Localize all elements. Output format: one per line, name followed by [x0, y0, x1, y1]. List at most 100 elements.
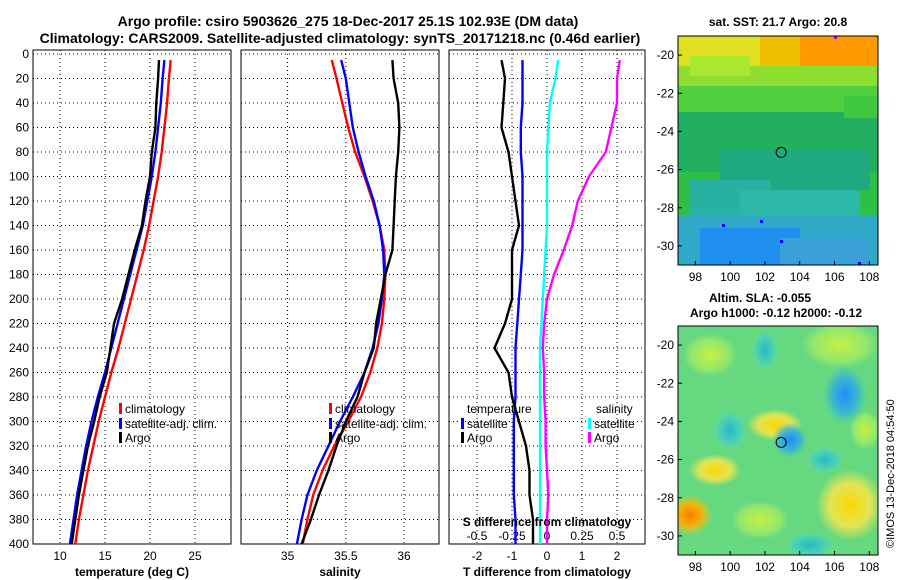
x-tick-label: 25	[188, 549, 202, 563]
sst-map-title: sat. SST: 21.7 Argo: 20.8	[709, 15, 848, 29]
x2-tick-label: 0.5	[609, 529, 626, 543]
y-tick-label: 340	[9, 464, 29, 478]
sla-argo-marker	[775, 436, 787, 448]
map-y-tick-label: -20	[657, 338, 675, 352]
series-line-satellite-salinity	[538, 59, 560, 544]
legend-swatch-s-satellite	[588, 418, 591, 429]
imos-stamp: ©IMOS 13-Dec-2018 04:54:50	[885, 399, 897, 548]
y-tick-label: 280	[9, 390, 29, 404]
salinity-panel: 35 35.5 36 salinity climatology satellite-…	[240, 49, 440, 579]
legend-swatch-argo	[329, 432, 332, 443]
map-y-tick-label: -28	[657, 491, 675, 505]
series-line-satellite-adj-clim-	[295, 59, 386, 545]
x-tick-label: 15	[98, 549, 112, 563]
difference-xlabel: T difference from climatology	[463, 565, 631, 579]
legend-label-t-argo: Argo	[467, 431, 493, 445]
series-line-argo	[300, 60, 401, 545]
y-tick-label: 320	[9, 439, 29, 453]
x-tick-label: 35.5	[334, 549, 358, 563]
map-y-tick-label: -22	[657, 86, 675, 100]
salinity-frame	[240, 49, 440, 545]
x-tick-label: 36	[397, 549, 411, 563]
series-line-climatology	[74, 59, 172, 545]
map-x-tick-label: 102	[755, 560, 775, 574]
y-tick-label: 400	[9, 537, 29, 551]
x-tick-label: 1	[579, 549, 586, 563]
x2-tick-label: -0.25	[498, 529, 526, 543]
legend-swatch-satellite	[119, 418, 122, 429]
temperature-frame	[32, 49, 232, 545]
x2-tick-label: 0.25	[570, 529, 594, 543]
map-y-tick-label: -28	[657, 201, 675, 215]
header-title-line2: Climatology: CARS2009. Satellite-adjuste…	[40, 30, 641, 46]
x-tick-label: 35	[281, 549, 295, 563]
legend-label-satellite: satellite-adj. clim.	[335, 417, 427, 431]
series-line-argo-temperature	[493, 59, 535, 544]
y-tick-label: 40	[16, 96, 30, 110]
sst-map-image	[678, 36, 878, 265]
legend-swatch-t-argo	[461, 432, 464, 443]
map-x-tick-label: 108	[859, 560, 879, 574]
salinity-xlabel: salinity	[319, 565, 361, 579]
header-title-line1: Argo profile: csiro 5903626_275 18-Dec-2…	[118, 13, 579, 29]
y-tick-label: 140	[9, 219, 29, 233]
salinity-legend: climatology satellite-adj. clim. Argo	[329, 402, 427, 445]
x-tick-label: 0	[544, 549, 551, 563]
legend-title-salinity: salinity	[596, 402, 633, 416]
map-x-tick-label: 104	[790, 560, 810, 574]
sst-map: sat. SST: 21.7 Argo: 20.8 98 100 102 10	[657, 15, 880, 284]
legend-swatch-s-argo	[588, 432, 591, 443]
map-y-tick-label: -20	[657, 48, 675, 62]
map-y-tick-label: -22	[657, 376, 675, 390]
legend-label-argo: Argo	[125, 431, 151, 445]
map-x-tick-label: 106	[825, 270, 845, 284]
x-tick-label: 20	[143, 549, 157, 563]
legend-label-argo: Argo	[335, 431, 361, 445]
sla-map-subtitle: Argo h1000: -0.12 h2000: -0.12	[690, 306, 862, 320]
y-tick-label: 300	[9, 415, 29, 429]
sla-map: Altim. SLA: -0.055 Argo h1000: -0.12 h20…	[657, 291, 880, 574]
map-x-tick-label: 108	[859, 270, 879, 284]
sst-argo-marker	[775, 146, 787, 158]
map-x-tick-label: 98	[689, 270, 703, 284]
temperature-xlabel: temperature (deg C)	[75, 565, 189, 579]
difference-panel: -2 -1 0 1 2-0.5 -0.25 0 0.25 0.5 S difference fr…	[448, 49, 646, 579]
series-line-satellite-temperature	[512, 60, 524, 544]
y-tick-label: 360	[9, 488, 29, 502]
legend-label-climatology: climatology	[335, 402, 395, 416]
legend-swatch-t-satellite	[461, 418, 464, 429]
legend-swatch-climatology	[329, 403, 332, 414]
map-x-tick-label: 100	[720, 270, 740, 284]
x2-tick-label: -0.5	[467, 529, 488, 543]
x-tick-label: 2	[614, 549, 621, 563]
map-x-tick-label: 98	[689, 560, 703, 574]
y-tick-label: 80	[16, 145, 30, 159]
x-tick-label: -2	[472, 549, 483, 563]
y-tick-label: 100	[9, 170, 29, 184]
sla-map-frame	[677, 325, 879, 556]
y-tick-label: 200	[9, 292, 29, 306]
x-tick-label: 10	[53, 549, 67, 563]
y-tick-label: 120	[9, 194, 29, 208]
legend-label-t-satellite: satellite	[467, 417, 508, 431]
legend-label-satellite: satellite-adj. clim.	[125, 417, 217, 431]
series-line-argo	[70, 60, 161, 545]
sst-map-frame	[677, 35, 879, 266]
legend-label-s-satellite: satellite	[594, 417, 635, 431]
legend-title-temperature: temperature	[467, 402, 532, 416]
legend-swatch-satellite	[329, 418, 332, 429]
series-line-satellite-adj-clim-	[68, 59, 166, 545]
map-y-tick-label: -24	[657, 414, 675, 428]
y-tick-label: 380	[9, 513, 29, 527]
difference-x2label: S difference from climatology	[463, 515, 632, 529]
y-tick-label: 160	[9, 243, 29, 257]
temperature-panel: 0 20 40 60 80 100 120 140 160 180 200 220 240 260 280 3…	[9, 47, 232, 579]
y-tick-label: 60	[16, 121, 30, 135]
difference-legend: temperature salinity satellite Argo sate…	[461, 402, 635, 445]
map-x-tick-label: 100	[720, 560, 740, 574]
legend-label-s-argo: Argo	[594, 431, 620, 445]
map-x-tick-label: 102	[755, 270, 775, 284]
map-y-tick-label: -30	[657, 239, 675, 253]
map-y-tick-label: -30	[657, 529, 675, 543]
